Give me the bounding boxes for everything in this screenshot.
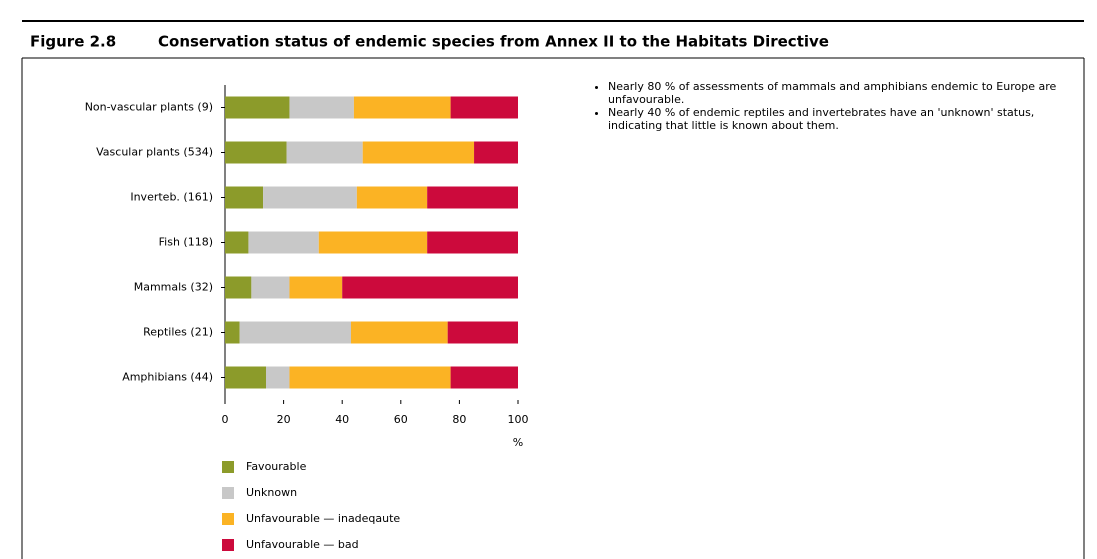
- y-tick-label: Mammals (32): [134, 281, 213, 294]
- x-tick-label: 0: [222, 413, 229, 426]
- note: Nearly 40 % of endemic reptiles and inve…: [608, 106, 1088, 132]
- legend-swatch: [222, 461, 234, 473]
- bar-segment: [289, 276, 343, 299]
- legend-swatch: [222, 513, 234, 525]
- y-tick-label: Amphibians (44): [122, 371, 213, 384]
- bar-segment: [225, 141, 287, 164]
- y-tick-label: Vascular plants (534): [96, 146, 213, 159]
- bar-segment: [447, 321, 518, 344]
- bar-segment: [225, 231, 249, 254]
- bar-segment: [225, 276, 252, 299]
- bar-segment: [362, 141, 475, 164]
- legend-label: Unknown: [246, 486, 297, 499]
- y-tick-label: Fish (118): [159, 236, 213, 249]
- bar-segment: [450, 96, 518, 119]
- legend-label: Unfavourable — bad: [246, 538, 359, 551]
- bar-segment: [474, 141, 518, 164]
- bar-segment: [263, 186, 357, 209]
- x-tick-label: 80: [452, 413, 466, 426]
- x-tick-label: 20: [277, 413, 291, 426]
- bar-segment: [289, 366, 451, 389]
- legend-label: Favourable: [246, 460, 307, 473]
- notes: Nearly 80 % of assessments of mammals an…: [570, 80, 1088, 132]
- bar-segment: [225, 321, 240, 344]
- bar-segment: [225, 186, 264, 209]
- x-tick-label: 60: [394, 413, 408, 426]
- bar-segment: [239, 321, 351, 344]
- chart-title: Conservation status of endemic species f…: [158, 33, 829, 51]
- bar-segment: [286, 141, 363, 164]
- bar-segment: [318, 231, 428, 254]
- y-tick-label: Inverteb. (161): [130, 191, 213, 204]
- legend-swatch: [222, 539, 234, 551]
- legend-label: Unfavourable — inadeqaute: [246, 512, 400, 525]
- y-tick-label: Reptiles (21): [143, 326, 213, 339]
- bar-segment: [353, 96, 451, 119]
- bar-segment: [427, 186, 518, 209]
- bar-segment: [450, 366, 518, 389]
- legend-swatch: [222, 487, 234, 499]
- y-tick-label: Non-vascular plants (9): [85, 101, 213, 114]
- bar-segment: [342, 276, 518, 299]
- bar-segment: [225, 366, 267, 389]
- figure-label: Figure 2.8: [30, 33, 116, 51]
- bar-segment: [251, 276, 290, 299]
- bar-segment: [266, 366, 290, 389]
- bar-segment: [427, 231, 518, 254]
- bar-segment: [248, 231, 319, 254]
- bar-segment: [356, 186, 428, 209]
- bar-segment: [225, 96, 290, 119]
- note: Nearly 80 % of assessments of mammals an…: [608, 80, 1088, 106]
- bar-segment: [289, 96, 354, 119]
- x-tick-label: 40: [335, 413, 349, 426]
- x-axis-label: %: [513, 436, 523, 449]
- x-tick-label: 100: [508, 413, 529, 426]
- bar-segment: [350, 321, 448, 344]
